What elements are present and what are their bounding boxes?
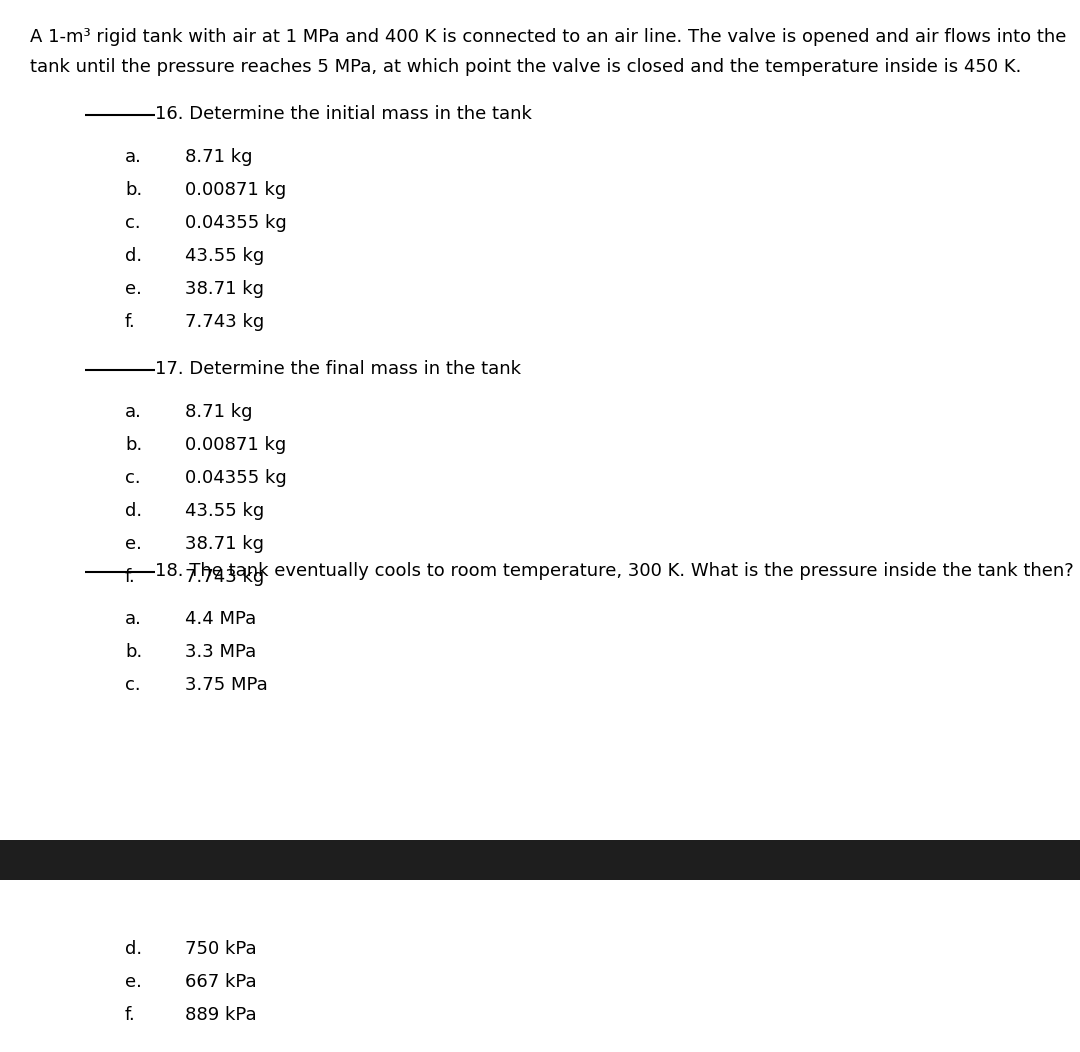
Text: f.: f.: [125, 313, 136, 331]
Bar: [0, 839, 1080, 881]
Text: 17. Determine the final mass in the tank: 17. Determine the final mass in the tank: [156, 360, 521, 378]
Text: tank until the pressure reaches 5 MPa, at which point the valve is closed and th: tank until the pressure reaches 5 MPa, a…: [30, 58, 1022, 76]
Text: A 1-m³ rigid tank with air at 1 MPa and 400 K is connected to an air line. The v: A 1-m³ rigid tank with air at 1 MPa and …: [30, 28, 1066, 46]
Text: b.: b.: [125, 436, 143, 454]
Text: 0.04355 kg: 0.04355 kg: [185, 469, 287, 487]
Text: 7.743 kg: 7.743 kg: [185, 313, 265, 331]
Text: 18. The tank eventually cools to room temperature, 300 K. What is the pressure i: 18. The tank eventually cools to room te…: [156, 562, 1074, 580]
Text: 16. Determine the initial mass in the tank: 16. Determine the initial mass in the ta…: [156, 105, 531, 123]
Text: d.: d.: [125, 247, 143, 265]
Text: d.: d.: [125, 940, 143, 958]
Text: 3.3 MPa: 3.3 MPa: [185, 643, 256, 661]
Text: 8.71 kg: 8.71 kg: [185, 403, 253, 421]
Text: c.: c.: [125, 469, 140, 487]
Text: f.: f.: [125, 1006, 136, 1024]
Text: a.: a.: [125, 403, 141, 421]
Text: 750 kPa: 750 kPa: [185, 940, 257, 958]
Text: 43.55 kg: 43.55 kg: [185, 247, 265, 265]
Text: 7.743 kg: 7.743 kg: [185, 568, 265, 586]
Text: 43.55 kg: 43.55 kg: [185, 502, 265, 520]
Text: 8.71 kg: 8.71 kg: [185, 148, 253, 166]
Text: 0.00871 kg: 0.00871 kg: [185, 181, 286, 199]
Text: b.: b.: [125, 181, 143, 199]
Text: f.: f.: [125, 568, 136, 586]
Text: 38.71 kg: 38.71 kg: [185, 280, 264, 298]
Text: 4.4 MPa: 4.4 MPa: [185, 610, 256, 628]
Text: 667 kPa: 667 kPa: [185, 973, 257, 991]
Text: e.: e.: [125, 535, 141, 553]
Text: e.: e.: [125, 973, 141, 991]
Text: a.: a.: [125, 610, 141, 628]
Text: 889 kPa: 889 kPa: [185, 1006, 257, 1024]
Text: 38.71 kg: 38.71 kg: [185, 535, 264, 553]
Text: 3.75 MPa: 3.75 MPa: [185, 676, 268, 694]
Text: d.: d.: [125, 502, 143, 520]
Text: b.: b.: [125, 643, 143, 661]
Text: 0.04355 kg: 0.04355 kg: [185, 214, 287, 232]
Text: 0.00871 kg: 0.00871 kg: [185, 436, 286, 454]
Text: c.: c.: [125, 214, 140, 232]
Text: a.: a.: [125, 148, 141, 166]
Text: e.: e.: [125, 280, 141, 298]
Text: c.: c.: [125, 676, 140, 694]
